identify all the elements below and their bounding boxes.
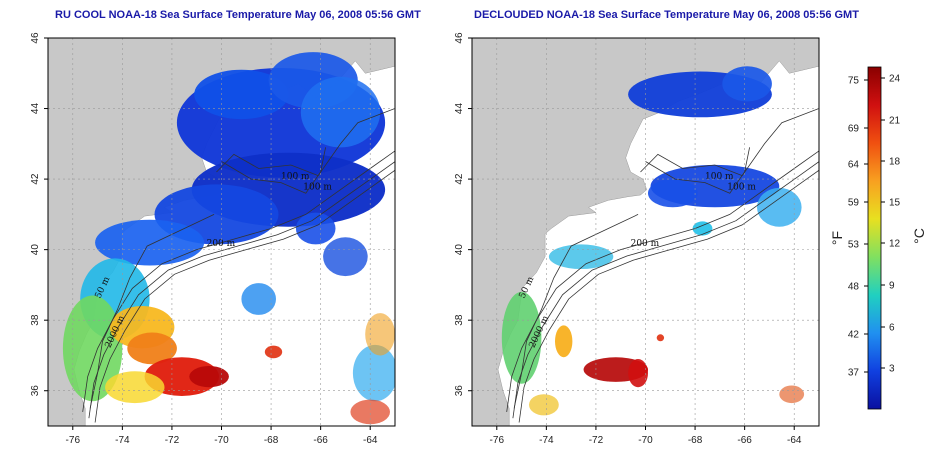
y-tick-label: 46 <box>30 32 41 44</box>
x-tick-label: -66 <box>313 435 328 446</box>
sst-patch <box>323 237 368 277</box>
sst-patch <box>194 69 289 120</box>
sst-patch <box>722 66 772 102</box>
bathymetry-contour <box>88 161 395 419</box>
fahrenheit-tick-label: 37 <box>848 368 860 379</box>
celsius-tick-label: 9 <box>889 281 895 292</box>
x-tick-label: -64 <box>787 435 802 446</box>
x-tick-label: -76 <box>490 435 505 446</box>
bathymetry-contour <box>506 150 819 412</box>
x-tick-label: -74 <box>539 435 554 446</box>
celsius-tick-label: 24 <box>889 74 901 85</box>
fahrenheit-tick-label: 53 <box>848 240 860 251</box>
fahrenheit-tick-label: 59 <box>848 198 860 209</box>
sst-patch <box>350 399 391 425</box>
contour-label: 100 m <box>705 172 734 182</box>
sst-patch <box>648 179 698 208</box>
right-panel-title: DECLOUDED NOAA-18 Sea Surface Temperatur… <box>474 9 859 21</box>
sst-patch <box>501 291 542 384</box>
fahrenheit-axis-label: °F <box>829 231 845 245</box>
sst-patch <box>628 359 648 388</box>
x-tick-label: -76 <box>66 435 81 446</box>
sst-patch <box>127 332 177 365</box>
x-tick-label: -72 <box>589 435 604 446</box>
contour-label: 200 m <box>631 239 660 249</box>
x-tick-label: -64 <box>363 435 378 446</box>
bathymetry-contour <box>82 150 395 412</box>
y-tick-label: 36 <box>454 385 465 397</box>
sst-patch <box>529 394 559 416</box>
x-tick-label: -72 <box>165 435 180 446</box>
sst-patch <box>365 313 395 356</box>
sst-patch <box>548 244 614 269</box>
x-tick-label: -74 <box>115 435 130 446</box>
sst-patch <box>555 325 573 358</box>
bathymetry-contour <box>518 169 819 423</box>
contour-label: 100 m <box>303 183 332 193</box>
sst-patch <box>241 283 276 315</box>
x-tick-label: -68 <box>688 435 703 446</box>
bathymetry-contour <box>221 147 326 194</box>
colorbar-gradient <box>867 66 882 410</box>
contour-label: 200 m <box>207 239 236 249</box>
celsius-axis-label: °C <box>911 228 927 244</box>
celsius-tick-label: 21 <box>889 116 901 127</box>
bathymetry-contour <box>89 214 215 409</box>
sst-patch <box>295 212 336 245</box>
fahrenheit-tick-label: 75 <box>848 76 860 87</box>
fahrenheit-tick-label: 48 <box>848 282 860 293</box>
sst-patch <box>105 371 165 404</box>
bathymetry-contour <box>216 108 395 177</box>
celsius-tick-label: 6 <box>889 323 895 334</box>
y-tick-label: 42 <box>454 173 465 185</box>
x-tick-label: -66 <box>737 435 752 446</box>
y-tick-label: 38 <box>30 314 41 326</box>
sst-patch <box>264 345 283 359</box>
contour-label: 100 m <box>727 183 756 193</box>
y-tick-label: 42 <box>30 173 41 185</box>
celsius-tick-label: 18 <box>889 157 901 168</box>
sst-patch <box>352 344 395 402</box>
y-tick-label: 36 <box>30 385 41 397</box>
left-panel-title: RU COOL NOAA-18 Sea Surface Temperature … <box>55 9 421 21</box>
x-tick-label: -70 <box>638 435 653 446</box>
celsius-tick-label: 15 <box>889 198 901 209</box>
bathymetry-contour <box>94 169 395 423</box>
bathymetry-contour <box>512 161 819 419</box>
fahrenheit-tick-label: 69 <box>848 124 860 135</box>
y-tick-label: 40 <box>454 244 465 256</box>
contour-label: 100 m <box>281 172 310 182</box>
x-tick-label: -70 <box>214 435 229 446</box>
y-tick-label: 38 <box>454 314 465 326</box>
sst-patch <box>62 295 123 402</box>
y-tick-label: 44 <box>454 103 465 115</box>
celsius-tick-label: 12 <box>889 239 901 250</box>
x-tick-label: -68 <box>264 435 279 446</box>
sst-patch <box>779 385 805 404</box>
celsius-tick-label: 3 <box>889 364 895 375</box>
bathymetry-contour <box>640 108 819 177</box>
fahrenheit-tick-label: 42 <box>848 330 860 341</box>
y-tick-label: 40 <box>30 244 41 256</box>
sst-patch <box>189 366 229 388</box>
y-tick-label: 44 <box>30 103 41 115</box>
bathymetry-contour <box>513 214 639 409</box>
sst-patch <box>656 334 665 342</box>
y-tick-label: 46 <box>454 32 465 44</box>
fahrenheit-tick-label: 64 <box>848 160 860 171</box>
bathymetry-contour <box>645 147 750 194</box>
